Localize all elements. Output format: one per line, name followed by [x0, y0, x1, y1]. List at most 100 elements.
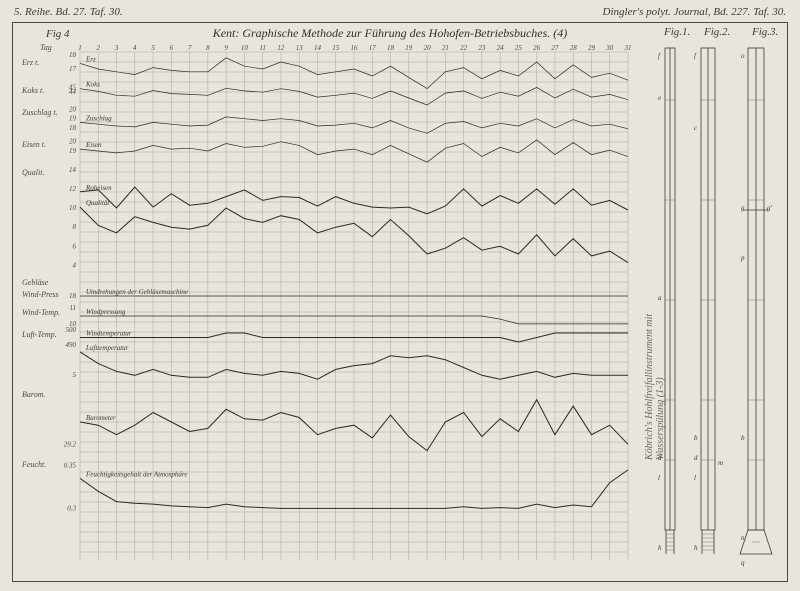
- svg-text:g: g: [741, 204, 745, 212]
- svg-text:3: 3: [114, 44, 119, 52]
- svg-text:Umdrehungen der Gebläsemaschin: Umdrehungen der Gebläsemaschine: [86, 288, 188, 296]
- svg-text:6: 6: [170, 44, 174, 52]
- svg-text:18: 18: [387, 44, 395, 52]
- svg-text:o: o: [741, 52, 745, 60]
- svg-text:18: 18: [69, 51, 77, 59]
- svg-text:10: 10: [241, 44, 249, 52]
- fig3-label: Fig.3.: [752, 26, 778, 38]
- svg-text:Koks t.: Koks t.: [21, 86, 44, 95]
- svg-text:0.3: 0.3: [67, 504, 76, 512]
- fig4-label: Fig 4: [46, 28, 70, 40]
- fig2-label: Fig.2.: [704, 26, 730, 38]
- svg-text:m: m: [718, 459, 723, 467]
- svg-text:h: h: [658, 544, 662, 552]
- svg-text:Eisen t.: Eisen t.: [21, 140, 46, 149]
- svg-text:0.35: 0.35: [64, 462, 77, 470]
- main-chart: 1234567891011121314151617181920212223242…: [18, 40, 638, 580]
- svg-text:d: d: [658, 454, 662, 462]
- svg-text:16: 16: [351, 44, 359, 52]
- svg-text:29: 29: [588, 44, 596, 52]
- svg-text:29.2: 29.2: [64, 440, 77, 448]
- svg-text:b: b: [694, 434, 698, 442]
- svg-text:17: 17: [69, 65, 77, 73]
- svg-text:44: 44: [69, 88, 77, 96]
- svg-text:Feucht.: Feucht.: [21, 460, 46, 469]
- svg-text:6: 6: [73, 242, 77, 250]
- svg-text:12: 12: [277, 44, 285, 52]
- svg-text:19: 19: [69, 115, 77, 123]
- svg-text:25: 25: [515, 44, 523, 52]
- svg-text:p: p: [740, 254, 745, 262]
- svg-text:Luft-Temp.: Luft-Temp.: [21, 330, 57, 339]
- svg-text:21: 21: [442, 44, 449, 52]
- svg-text:20: 20: [69, 138, 77, 146]
- svg-text:28: 28: [570, 44, 578, 52]
- svg-text:9: 9: [224, 44, 228, 52]
- svg-text:26: 26: [533, 44, 541, 52]
- svg-text:Barometer: Barometer: [86, 414, 116, 422]
- svg-text:14: 14: [314, 44, 322, 52]
- header-left: 5. Reihe. Bd. 27. Taf. 30.: [14, 6, 123, 18]
- svg-text:8: 8: [206, 44, 210, 52]
- svg-text:8: 8: [73, 223, 77, 231]
- svg-text:c: c: [694, 124, 698, 132]
- svg-text:Roheisen: Roheisen: [85, 184, 112, 192]
- svg-text:Erz t.: Erz t.: [21, 58, 39, 67]
- svg-text:2: 2: [97, 44, 101, 52]
- svg-text:490: 490: [66, 341, 77, 349]
- svg-text:18: 18: [69, 124, 77, 132]
- svg-text:17: 17: [369, 44, 377, 52]
- svg-text:24: 24: [497, 44, 505, 52]
- svg-text:e: e: [658, 94, 661, 102]
- svg-text:30: 30: [605, 44, 614, 52]
- main-title: Kent: Graphische Methode zur Führung des…: [140, 26, 640, 41]
- svg-text:Koks: Koks: [85, 81, 100, 89]
- svg-text:11: 11: [70, 304, 76, 312]
- svg-text:19: 19: [405, 44, 413, 52]
- svg-text:n: n: [741, 534, 745, 542]
- svg-text:q: q: [741, 559, 745, 567]
- svg-text:23: 23: [478, 44, 486, 52]
- svg-text:5: 5: [73, 371, 77, 379]
- header-right: Dingler's polyt. Journal, Bd. 227. Taf. …: [603, 6, 786, 18]
- svg-text:13: 13: [296, 44, 304, 52]
- svg-text:22: 22: [460, 44, 468, 52]
- svg-text:4: 4: [133, 44, 137, 52]
- svg-text:Zuschlag: Zuschlag: [86, 114, 112, 122]
- svg-text:4: 4: [73, 261, 77, 269]
- svg-text:f: f: [658, 52, 661, 60]
- svg-text:20: 20: [424, 44, 432, 52]
- svg-text:b: b: [741, 434, 745, 442]
- svg-text:Qualit.: Qualit.: [22, 168, 44, 177]
- svg-text:a: a: [658, 294, 662, 302]
- page: 5. Reihe. Bd. 27. Taf. 30. Dingler's pol…: [0, 0, 800, 591]
- svg-text:20: 20: [69, 106, 77, 114]
- fig1-label: Fig.1.: [664, 26, 690, 38]
- svg-text:Zuschlag t.: Zuschlag t.: [22, 108, 58, 117]
- svg-text:Barom.: Barom.: [22, 390, 45, 399]
- svg-text:Wind-Temp.: Wind-Temp.: [22, 308, 60, 317]
- svg-text:Tag: Tag: [40, 43, 52, 52]
- svg-text:Wind-Press: Wind-Press: [22, 290, 59, 299]
- svg-text:Eisen: Eisen: [85, 141, 102, 149]
- svg-text:31: 31: [624, 44, 632, 52]
- svg-text:15: 15: [332, 44, 340, 52]
- svg-text:500: 500: [66, 326, 77, 334]
- svg-text:11: 11: [259, 44, 265, 52]
- svg-text:12: 12: [69, 185, 77, 193]
- svg-text:Qualität: Qualität: [86, 199, 110, 207]
- svg-text:18: 18: [69, 292, 77, 300]
- svg-text:d: d: [694, 454, 698, 462]
- svg-text:10: 10: [69, 204, 77, 212]
- svg-text:Lufttemperatur: Lufttemperatur: [85, 344, 129, 352]
- svg-text:Erz: Erz: [85, 55, 96, 63]
- svg-text:1: 1: [78, 44, 82, 52]
- svg-text:27: 27: [551, 44, 559, 52]
- svg-text:l: l: [658, 474, 660, 482]
- svg-text:Windpressung: Windpressung: [86, 308, 126, 316]
- svg-text:g': g': [767, 204, 773, 212]
- svg-text:5: 5: [151, 44, 155, 52]
- instrument-diagrams: feadlhfcbdlhmopgg'bnq: [656, 40, 786, 580]
- svg-text:19: 19: [69, 147, 77, 155]
- svg-text:7: 7: [188, 44, 192, 52]
